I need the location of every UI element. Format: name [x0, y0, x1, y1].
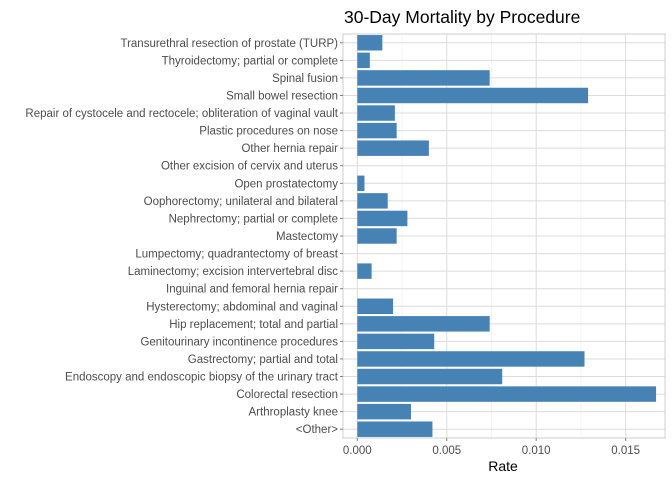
bar: [357, 403, 411, 420]
bar: [357, 193, 388, 209]
y-tick-label: Endoscopy and endoscopic biopsy of the u…: [65, 372, 339, 384]
x-tick-labels: 0.000 0.005 0.010 0.015: [343, 438, 640, 457]
bar: [357, 421, 433, 437]
y-tick-labels: Transurethral resection of prostate (TUR…: [25, 38, 343, 436]
bars: [357, 35, 657, 437]
y-tick-label: Open prostatectomy: [234, 178, 338, 190]
y-tick-label: Hysterectomy; abdominal and vaginal: [146, 301, 338, 313]
bar: [357, 140, 429, 156]
bar: [357, 52, 370, 69]
bar: [357, 298, 394, 314]
bar: [357, 316, 490, 332]
y-tick-label: <Other>: [296, 424, 338, 436]
bar: [357, 175, 365, 192]
y-tick-label: Plastic procedures on nose: [199, 126, 338, 138]
y-tick-label: Lumpectomy; quadrantectomy of breast: [135, 249, 338, 261]
y-tick-label: Other excision of cervix and uterus: [161, 161, 338, 173]
y-tick-label: Other hernia repair: [241, 143, 338, 155]
x-tick-label: 0.010: [522, 445, 551, 457]
x-axis-label: Rate: [488, 458, 518, 474]
chart-title: 30-Day Mortality by Procedure: [344, 7, 580, 27]
y-tick-label: Laminectomy; excision intervertebral dis…: [128, 266, 339, 278]
y-tick-label: Inguinal and femoral hernia repair: [166, 284, 338, 296]
bar: [357, 87, 589, 104]
bar: [357, 35, 383, 51]
bar: [357, 351, 585, 367]
bar: [357, 105, 395, 121]
y-tick-label: Arthroplasty knee: [249, 407, 339, 419]
y-tick-label: Nephrectomy; partial or complete: [169, 213, 338, 225]
y-tick-label: Repair of cystocele and rectocele; oblit…: [25, 108, 338, 120]
bar: [357, 386, 657, 402]
y-tick-label: Colorectal resection: [236, 389, 338, 401]
bar: [357, 210, 408, 227]
x-tick-label: 0.015: [611, 445, 640, 457]
bar: [357, 263, 372, 279]
y-tick-label: Hip replacement; total and partial: [169, 319, 338, 331]
y-tick-label: Mastectomy: [276, 231, 338, 243]
bar: [357, 70, 490, 86]
y-tick-label: Gastrectomy; partial and total: [188, 354, 338, 366]
bar: [357, 333, 435, 350]
y-tick-label: Genitourinary incontinence procedures: [140, 336, 338, 348]
bar: [357, 228, 397, 244]
y-tick-label: Transurethral resection of prostate (TUR…: [120, 38, 338, 50]
y-tick-label: Thyroidectomy; partial or complete: [162, 55, 338, 67]
bar: [357, 368, 503, 385]
y-tick-label: Oophorectomy; unilateral and bilateral: [144, 196, 338, 208]
x-tick-label: 0.005: [432, 445, 461, 457]
bar: [357, 122, 397, 139]
y-tick-label: Small bowel resection: [226, 90, 338, 102]
y-tick-label: Spinal fusion: [272, 73, 338, 85]
x-tick-label: 0.000: [343, 445, 372, 457]
